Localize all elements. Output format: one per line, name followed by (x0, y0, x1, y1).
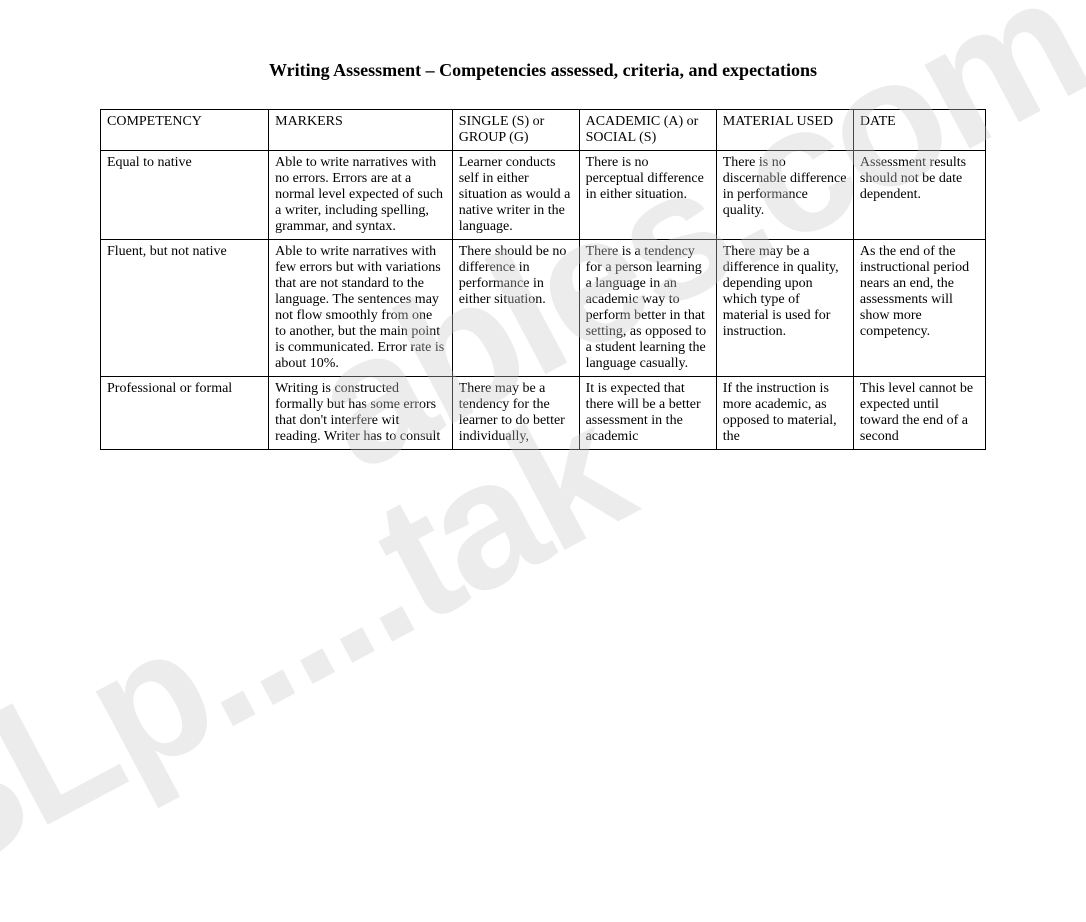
cell-competency: Professional or formal (101, 377, 269, 450)
cell-material: There is no discernable difference in pe… (716, 151, 853, 240)
cell-markers: Able to write narratives with few errors… (269, 240, 453, 377)
cell-date: As the end of the instructional period n… (853, 240, 985, 377)
cell-markers: Writing is constructed formally but has … (269, 377, 453, 450)
table-header-row: COMPETENCY MARKERS SINGLE (S) or GROUP (… (101, 110, 986, 151)
cell-date: Assessment results should not be date de… (853, 151, 985, 240)
header-academic: ACADEMIC (A) or SOCIAL (S) (579, 110, 716, 151)
header-material: MATERIAL USED (716, 110, 853, 151)
header-single: SINGLE (S) or GROUP (G) (452, 110, 579, 151)
cell-competency: Fluent, but not native (101, 240, 269, 377)
assessment-table: COMPETENCY MARKERS SINGLE (S) or GROUP (… (100, 109, 986, 450)
cell-date: This level cannot be expected until towa… (853, 377, 985, 450)
cell-academic: There is a tendency for a person learnin… (579, 240, 716, 377)
table-row: Professional or formal Writing is constr… (101, 377, 986, 450)
header-markers: MARKERS (269, 110, 453, 151)
table-row: Fluent, but not native Able to write nar… (101, 240, 986, 377)
cell-material: If the instruction is more academic, as … (716, 377, 853, 450)
cell-material: There may be a difference in quality, de… (716, 240, 853, 377)
document-title: Writing Assessment – Competencies assess… (100, 60, 986, 81)
cell-academic: There is no perceptual difference in eit… (579, 151, 716, 240)
cell-markers: Able to write narratives with no errors.… (269, 151, 453, 240)
header-date: DATE (853, 110, 985, 151)
cell-single: Learner conducts self in either situatio… (452, 151, 579, 240)
table-row: Equal to native Able to write narratives… (101, 151, 986, 240)
cell-single: There should be no difference in perform… (452, 240, 579, 377)
document-page: Writing Assessment – Competencies assess… (0, 0, 1086, 490)
cell-competency: Equal to native (101, 151, 269, 240)
header-competency: COMPETENCY (101, 110, 269, 151)
cell-single: There may be a tendency for the learner … (452, 377, 579, 450)
cell-academic: It is expected that there will be a bett… (579, 377, 716, 450)
